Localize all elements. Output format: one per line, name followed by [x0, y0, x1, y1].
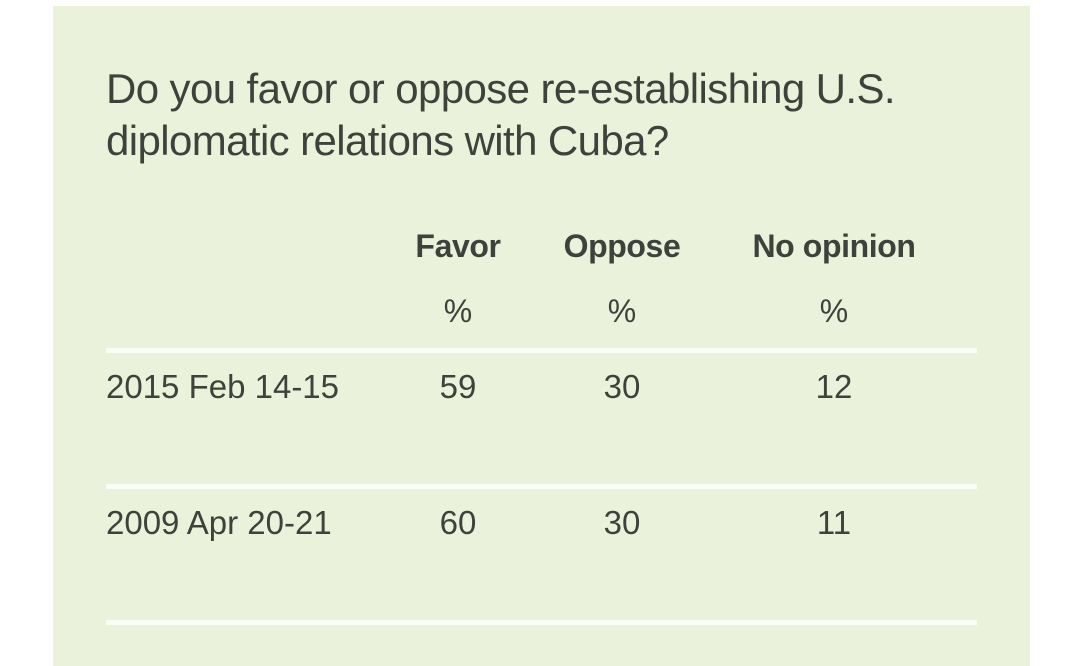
unit-row: % % % [106, 274, 977, 348]
unit-favor: % [443, 293, 473, 329]
poll-question: Do you favor or oppose re-establishing U… [106, 65, 896, 164]
table-row: 2015 Feb 14-15 59 30 12 [106, 353, 977, 484]
cell-oppose: 30 [603, 368, 641, 405]
cell-oppose: 30 [603, 504, 641, 541]
poll-results-table: Favor Oppose No opinion % % % 2015 Feb 1… [106, 218, 977, 625]
column-header-row: Favor Oppose No opinion [106, 218, 977, 274]
row-date: 2009 Apr 20-21 [106, 504, 332, 541]
column-header-oppose: Oppose [563, 228, 681, 264]
row-divider [106, 620, 977, 625]
cell-favor: 60 [439, 504, 477, 541]
row-divider [106, 484, 977, 489]
unit-no-opinion: % [819, 293, 849, 329]
column-header-no-opinion: No opinion [752, 228, 916, 264]
unit-oppose: % [607, 293, 637, 329]
poll-panel: Do you favor or oppose re-establishing U… [53, 6, 1030, 666]
cell-no-opinion: 12 [815, 368, 853, 405]
row-divider [106, 348, 977, 353]
column-header-favor: Favor [415, 228, 501, 264]
row-date: 2015 Feb 14-15 [106, 368, 340, 405]
column-header-blank [106, 218, 396, 274]
table-row: 2009 Apr 20-21 60 30 11 [106, 489, 977, 620]
unit-blank [106, 274, 396, 348]
cell-no-opinion: 11 [816, 504, 852, 541]
cell-favor: 59 [439, 368, 477, 405]
